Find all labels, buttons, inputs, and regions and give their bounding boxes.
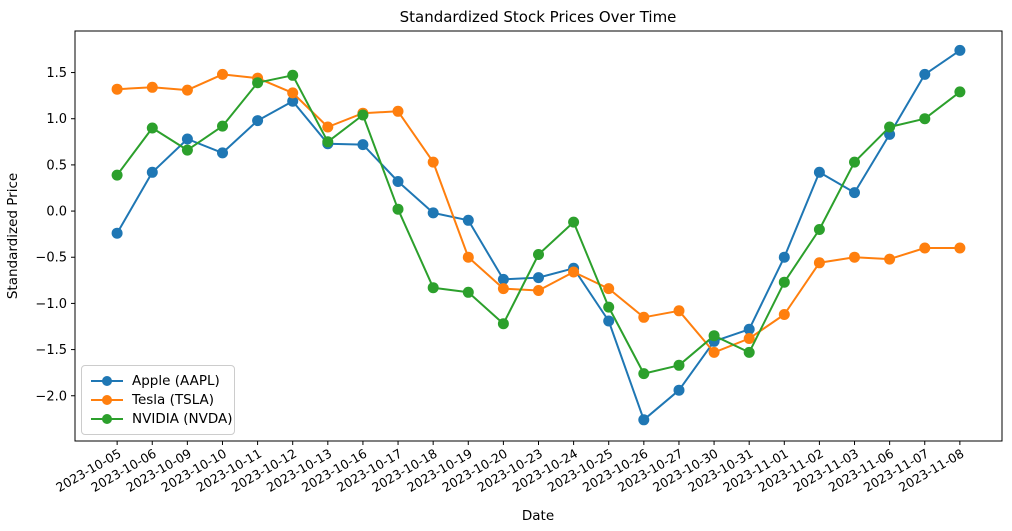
y-tick-label: 1.0 [46,112,67,127]
data-point [462,214,474,226]
data-point [919,68,931,80]
data-point [603,283,615,295]
data-point [813,224,825,235]
y-tick-label: −2.0 [35,389,67,404]
data-point [708,330,720,342]
data-point [638,311,650,323]
data-point [217,68,228,80]
data-point [217,147,228,159]
data-point [778,309,790,320]
data-point [673,305,685,317]
legend-label-nvidia: NVIDIA (NVDA) [132,411,233,428]
data-point [181,144,193,156]
data-point [252,115,264,127]
data-point [533,285,544,296]
x-axis-label: Date [522,508,554,524]
data-point [462,251,474,263]
data-point [111,169,123,181]
data-point [743,323,755,335]
data-point [603,315,615,327]
data-point [392,105,404,117]
data-point [111,83,123,95]
nvidia-line-marker-icon [91,414,123,425]
data-point [919,242,931,254]
data-point [146,122,158,134]
data-point [954,242,966,254]
data-point [533,249,544,260]
data-series [111,44,966,426]
data-point [252,77,264,89]
data-point [462,286,474,298]
data-point [181,84,193,96]
y-tick-label: −1.5 [35,343,67,358]
data-point [287,95,299,107]
legend-label-tesla: Tesla (TSLA) [132,391,215,408]
data-point [673,359,685,371]
data-point [497,283,509,295]
axis-ticks: 1.51.00.50.0−0.5−1.0−1.5−2.02023-10-0520… [35,66,966,495]
data-point [778,251,790,263]
data-point [111,227,123,239]
data-point [954,86,966,98]
legend-label-apple: Apple (AAPL) [132,372,220,389]
data-point [813,257,825,269]
data-point [392,176,404,187]
data-point [181,133,193,145]
y-tick-label: −0.5 [35,251,67,266]
data-point [638,414,650,426]
data-point [849,156,860,168]
data-point [708,346,720,358]
legend-item-apple: Apple (AAPL) [90,371,226,390]
data-point [884,121,896,133]
data-point [884,253,896,265]
y-tick-label: 1.5 [46,66,67,81]
data-point [427,207,439,219]
data-point [813,166,825,178]
y-tick-label: 0.5 [46,158,67,173]
apple-line-marker-icon [91,375,123,386]
data-point [638,368,650,380]
data-point [497,318,509,330]
data-point [849,187,860,199]
y-tick-label: 0.0 [46,205,67,220]
data-point [568,266,580,278]
data-point [322,136,334,148]
tesla-line-marker-icon [91,394,123,405]
data-point [357,109,369,121]
data-point [322,121,334,133]
data-point [427,156,439,168]
data-point [568,216,580,228]
data-point [743,346,755,358]
data-point [849,251,860,263]
data-point [533,272,544,284]
legend-item-tesla: Tesla (TSLA) [90,390,226,409]
data-point [146,81,158,93]
data-point [287,69,299,81]
data-point [357,139,369,151]
y-tick-label: −1.0 [35,297,67,312]
data-point [778,276,790,288]
chart-legend: Apple (AAPL) Tesla (TSLA) NVIDIA (NVDA) [81,365,235,435]
data-point [954,44,966,56]
y-axis-label: Standardized Price [5,173,21,299]
data-point [427,282,439,294]
legend-item-nvidia: NVIDIA (NVDA) [90,410,232,429]
data-point [146,166,158,178]
chart-title: Standardized Stock Prices Over Time [400,8,677,26]
data-point [392,203,404,215]
data-point [497,273,509,285]
data-point [673,384,685,396]
data-point [743,333,755,344]
data-point [217,120,228,132]
data-point [919,113,931,125]
data-point [603,301,615,313]
data-point [287,87,299,99]
